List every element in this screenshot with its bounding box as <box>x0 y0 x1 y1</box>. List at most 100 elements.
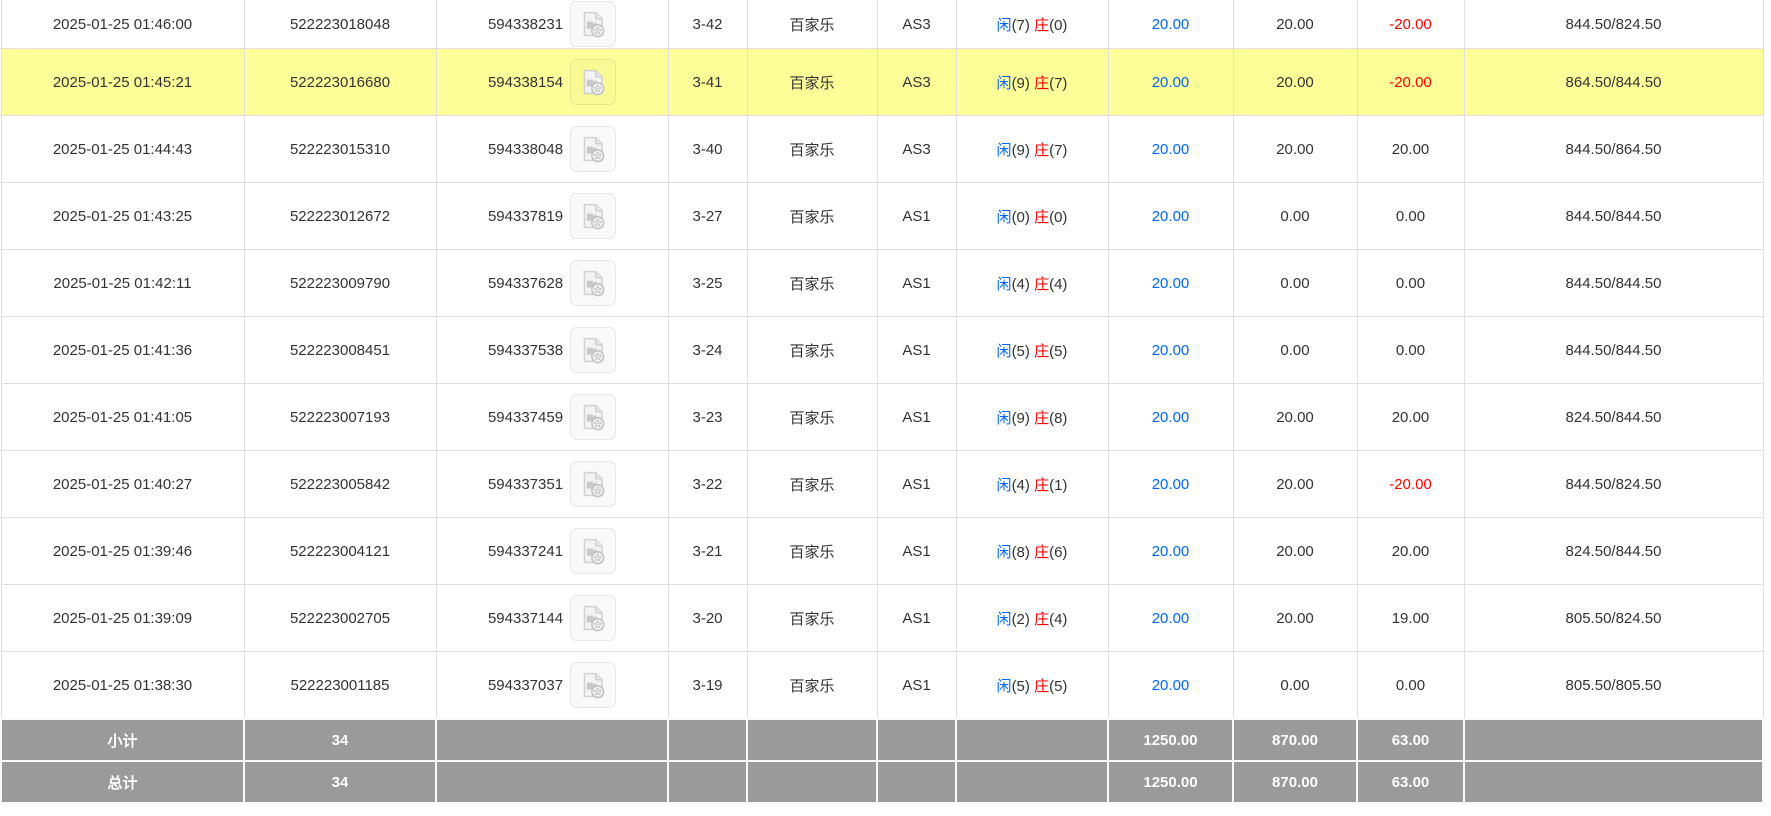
video-replay-button[interactable] <box>570 1 617 47</box>
empty-cell <box>746 718 878 762</box>
winloss-cell: 20.00 <box>1356 383 1465 451</box>
bet-amount-link[interactable]: 20.00 <box>1151 15 1190 33</box>
bet-amount-cell: 20.00 <box>1107 383 1234 451</box>
table-row[interactable]: 2025-01-25 01:39:09 522223002705 5943371… <box>0 584 1764 652</box>
table-row[interactable]: 2025-01-25 01:46:00 522223018048 5943382… <box>0 0 1764 49</box>
balance-cell: 805.50/805.50 <box>1463 651 1764 720</box>
bet-amount-link[interactable]: 20.00 <box>1151 542 1190 560</box>
bet-amount-link[interactable]: 20.00 <box>1151 274 1190 292</box>
banker-points: (1) <box>1049 476 1068 494</box>
round-number-cell: 3-23 <box>667 383 748 451</box>
banker-label: 庄 <box>1034 543 1050 561</box>
table-name-cell: AS1 <box>876 182 957 250</box>
winloss-cell: -20.00 <box>1356 450 1465 518</box>
valid-amount-cell: 0.00 <box>1232 249 1358 317</box>
valid-amount-cell: 20.00 <box>1232 584 1358 652</box>
round-id-cell: 594337241 <box>435 517 669 585</box>
video-replay-button[interactable] <box>570 327 617 373</box>
video-replay-button[interactable] <box>570 528 617 574</box>
valid-amount-cell: 20.00 <box>1232 48 1358 116</box>
video-record-icon <box>574 264 612 302</box>
bet-time-cell: 2025-01-25 01:40:27 <box>0 450 245 518</box>
player-label: 闲 <box>996 543 1012 561</box>
banker-points: (8) <box>1049 409 1068 427</box>
game-name-cell: 百家乐 <box>746 383 878 451</box>
video-record-icon <box>574 465 612 503</box>
video-record-icon <box>574 532 612 570</box>
table-name-cell: AS3 <box>876 0 957 49</box>
round-number-cell: 3-25 <box>667 249 748 317</box>
player-label: 闲 <box>996 610 1012 628</box>
video-replay-button[interactable] <box>570 394 617 440</box>
bet-amount-link[interactable]: 20.00 <box>1151 676 1190 694</box>
winloss-cell: 19.00 <box>1356 584 1465 652</box>
video-replay-button[interactable] <box>570 59 617 105</box>
video-record-icon <box>574 130 612 168</box>
video-record-icon <box>574 398 612 436</box>
round-id-cell: 594337628 <box>435 249 669 317</box>
video-replay-button[interactable] <box>570 260 617 306</box>
player-label: 闲 <box>996 208 1012 226</box>
table-name-cell: AS3 <box>876 115 957 183</box>
result-cell: 闲(2) 庄(4) <box>955 584 1109 652</box>
subtotal-count: 34 <box>243 718 437 762</box>
round-id-cell: 594337144 <box>435 584 669 652</box>
empty-cell <box>955 718 1109 762</box>
video-record-icon <box>574 197 612 235</box>
round-number-cell: 3-27 <box>667 182 748 250</box>
table-row[interactable]: 2025-01-25 01:44:43 522223015310 5943380… <box>0 115 1764 183</box>
bet-amount-link[interactable]: 20.00 <box>1151 140 1190 158</box>
bet-time-cell: 2025-01-25 01:38:30 <box>0 651 245 720</box>
bet-amount-link[interactable]: 20.00 <box>1151 609 1190 627</box>
banker-label: 庄 <box>1034 409 1050 427</box>
banker-label: 庄 <box>1034 74 1050 92</box>
bet-id-cell: 522223002705 <box>243 584 437 652</box>
result-cell: 闲(9) 庄(7) <box>955 48 1109 116</box>
round-id-text: 594337819 <box>487 207 564 225</box>
bet-amount-link[interactable]: 20.00 <box>1151 475 1190 493</box>
table-row[interactable]: 2025-01-25 01:41:36 522223008451 5943375… <box>0 316 1764 384</box>
table-row[interactable]: 2025-01-25 01:41:05 522223007193 5943374… <box>0 383 1764 451</box>
player-label: 闲 <box>996 141 1012 159</box>
result-cell: 闲(4) 庄(4) <box>955 249 1109 317</box>
bet-id-cell: 522223015310 <box>243 115 437 183</box>
result-cell: 闲(8) 庄(6) <box>955 517 1109 585</box>
total-bet-amount: 1250.00 <box>1107 760 1234 804</box>
player-label: 闲 <box>996 275 1012 293</box>
table-name-cell: AS1 <box>876 249 957 317</box>
video-replay-button[interactable] <box>570 193 617 239</box>
bet-id-cell: 522223009790 <box>243 249 437 317</box>
winloss-cell: 20.00 <box>1356 115 1465 183</box>
table-name-cell: AS1 <box>876 383 957 451</box>
table-row[interactable]: 2025-01-25 01:39:46 522223004121 5943372… <box>0 517 1764 585</box>
bet-amount-link[interactable]: 20.00 <box>1151 408 1190 426</box>
balance-cell: 844.50/824.50 <box>1463 450 1764 518</box>
valid-amount-cell: 20.00 <box>1232 115 1358 183</box>
table-row[interactable]: 2025-01-25 01:42:11 522223009790 5943376… <box>0 249 1764 317</box>
bet-amount-link[interactable]: 20.00 <box>1151 207 1190 225</box>
table-row[interactable]: 2025-01-25 01:38:30 522223001185 5943370… <box>0 651 1764 720</box>
table-row[interactable]: 2025-01-25 01:45:21 522223016680 5943381… <box>0 48 1764 116</box>
video-replay-button[interactable] <box>570 126 617 172</box>
bet-id-cell: 522223004121 <box>243 517 437 585</box>
round-number-cell: 3-21 <box>667 517 748 585</box>
video-replay-button[interactable] <box>570 461 617 507</box>
table-name-cell: AS1 <box>876 651 957 720</box>
round-id-text: 594337628 <box>487 274 564 292</box>
round-number-cell: 3-40 <box>667 115 748 183</box>
player-label: 闲 <box>996 409 1012 427</box>
round-id-text: 594337241 <box>487 542 564 560</box>
video-replay-button[interactable] <box>570 662 617 708</box>
round-id-cell: 594337037 <box>435 651 669 720</box>
empty-cell <box>876 760 957 804</box>
bet-amount-link[interactable]: 20.00 <box>1151 73 1190 91</box>
video-record-icon <box>574 5 612 43</box>
table-row[interactable]: 2025-01-25 01:40:27 522223005842 5943373… <box>0 450 1764 518</box>
valid-amount-cell: 20.00 <box>1232 517 1358 585</box>
bet-amount-link[interactable]: 20.00 <box>1151 341 1190 359</box>
video-replay-button[interactable] <box>570 595 617 641</box>
round-number-cell: 3-19 <box>667 651 748 720</box>
table-row[interactable]: 2025-01-25 01:43:25 522223012672 5943378… <box>0 182 1764 250</box>
bet-id-cell: 522223008451 <box>243 316 437 384</box>
round-id-cell: 594338048 <box>435 115 669 183</box>
